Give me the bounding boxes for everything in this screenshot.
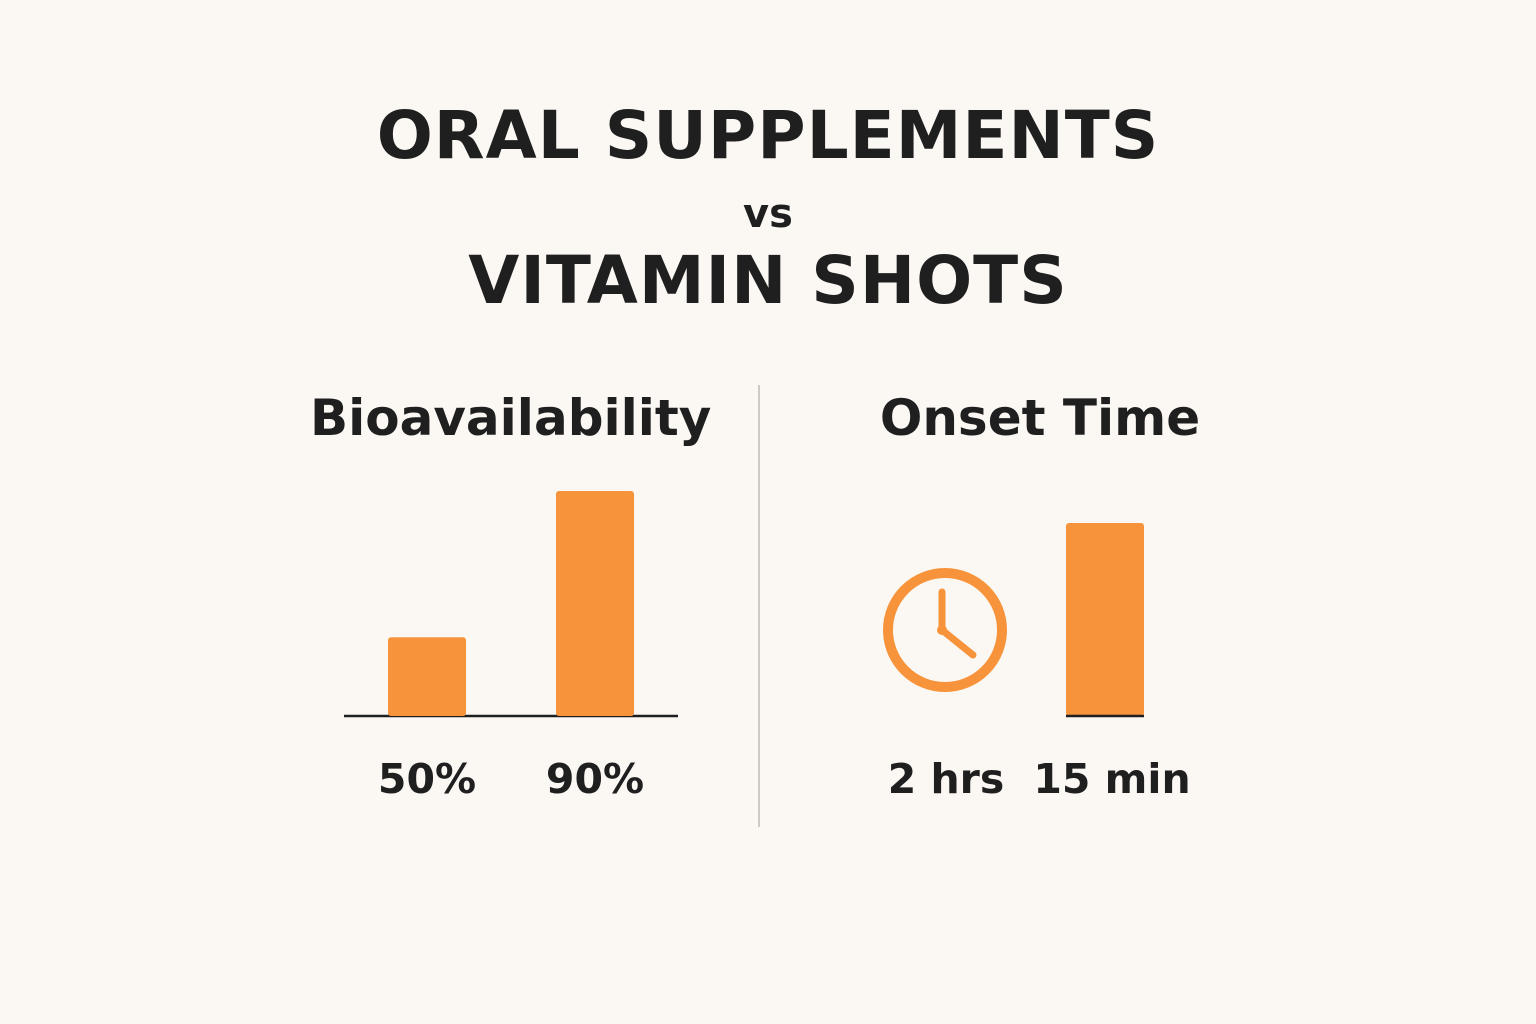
- bioavailability-title: Bioavailability: [310, 389, 712, 447]
- clock-center: [937, 625, 947, 635]
- onset-label-2: 15 min: [1033, 755, 1190, 803]
- title-line-2: VITAMIN SHOTS: [468, 242, 1068, 319]
- title-line-1: ORAL SUPPLEMENTS: [376, 97, 1160, 174]
- bioavailability-label-2: 90%: [546, 755, 644, 803]
- onset-label-1: 2 hrs: [888, 755, 1005, 803]
- bioavailability-label-1: 50%: [378, 755, 476, 803]
- bioavailability-bar-1: [388, 637, 466, 716]
- bioavailability-bar-2: [556, 491, 634, 716]
- panel-divider: [758, 385, 760, 827]
- clock-minute-hand: [938, 626, 977, 659]
- onset-bar-2: [1066, 523, 1144, 716]
- clock-face: [883, 568, 1007, 692]
- clock-icon: [883, 568, 1007, 692]
- onset-time-title: Onset Time: [879, 389, 1201, 447]
- title-vs: vs: [743, 191, 793, 237]
